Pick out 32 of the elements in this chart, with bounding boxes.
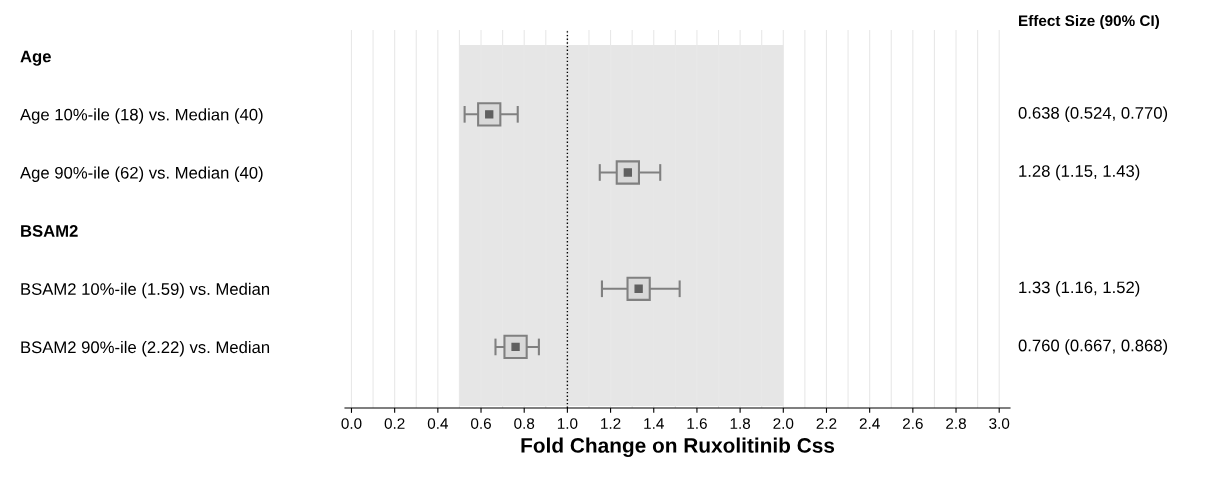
x-tick-label: 2.0: [773, 418, 794, 429]
x-tick-label: 2.4: [859, 418, 880, 429]
text: 1.28 (1.15, 1.43): [1019, 164, 1140, 181]
y-tick-label: BSAM2 90%-ile (2.22) vs. Median: [21, 340, 270, 357]
x-tick-label: 0.2: [384, 418, 405, 429]
y-tick-label: Age 90%-ile (62) vs. Median (40): [20, 166, 263, 182]
text: 0.760 (0.667, 0.868): [1018, 339, 1168, 355]
x-tick-label: 2.2: [816, 418, 837, 429]
point: [626, 276, 651, 301]
x-tick-label: 1.8: [730, 418, 751, 429]
y-tick-label: Age: [20, 50, 51, 66]
text: 1.33 (1.16, 1.52): [1019, 281, 1140, 297]
y-tick-label: Age 10%-ile (18) vs. Median (40): [20, 108, 263, 124]
x-tick-label: 0.6: [471, 418, 491, 429]
x-tick-label: 0.8: [514, 418, 535, 429]
x-tick-label: 2.6: [902, 418, 923, 429]
text: Effect Size (90% CI): [1019, 14, 1160, 30]
x-tick-label: 0.0: [341, 418, 362, 429]
x-tick-label: 1.4: [644, 418, 664, 429]
x-tick-label: 2.8: [946, 418, 966, 429]
y-tick-label: BSAM2: [21, 225, 78, 237]
x-axis-title: Fold Change on Ruxolitinib Css: [521, 437, 835, 458]
x-tick-label: 3.0: [989, 418, 1010, 429]
x-tick-label: 0.4: [427, 418, 449, 429]
y-tick-label: BSAM2 10%-ile (1.59) vs. Median: [21, 282, 270, 299]
point: [477, 102, 502, 127]
text: 0.638 (0.524, 0.770): [1018, 106, 1168, 123]
x-tick-label: 1.0: [557, 418, 578, 429]
point: [615, 160, 640, 185]
x-tick-label: 1.2: [601, 418, 621, 429]
point: [503, 334, 528, 360]
x-tick-label: 1.6: [687, 418, 707, 429]
